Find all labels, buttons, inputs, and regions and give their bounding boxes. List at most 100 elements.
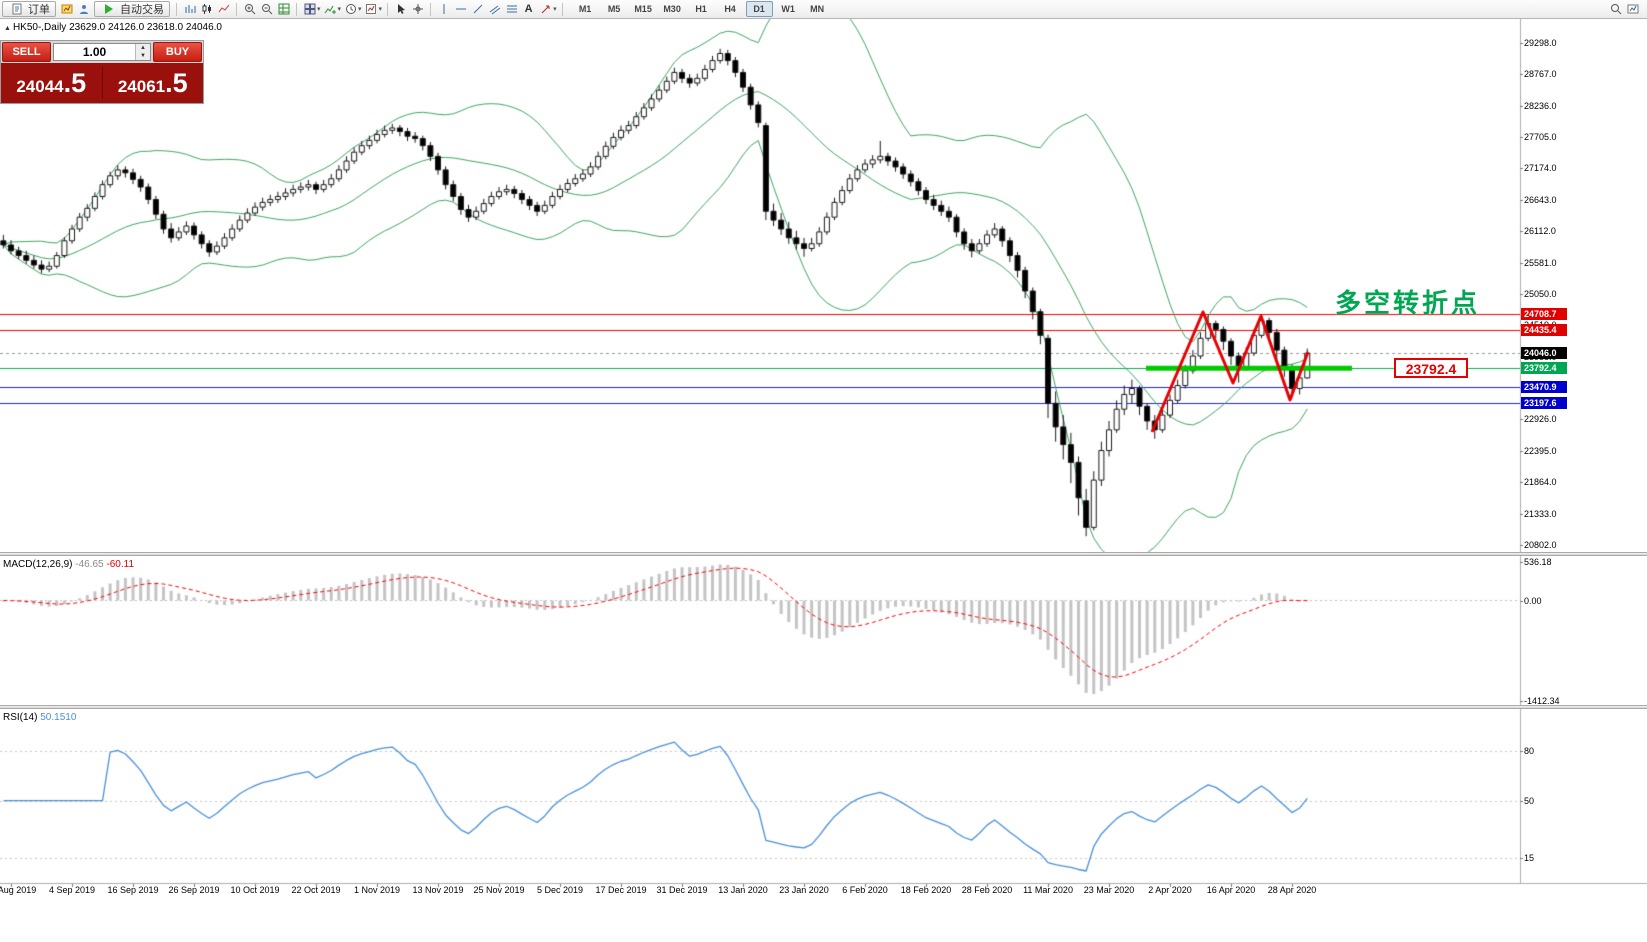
macd-header: MACD(12,26,9) -46.65 -60.11 bbox=[3, 559, 134, 570]
market-watch-icon[interactable] bbox=[75, 1, 92, 17]
buy-button[interactable]: BUY bbox=[153, 42, 202, 62]
turning-point-annotation[interactable]: 多空转折点 bbox=[1335, 288, 1481, 318]
line-chart-icon[interactable] bbox=[215, 1, 232, 17]
chart-info-text: HK50-,Daily 23629.0 24126.0 23618.0 2404… bbox=[12, 22, 222, 33]
chevron-down-icon[interactable]: ▾ bbox=[317, 6, 321, 13]
price-axis-label: 27705.0 bbox=[1524, 132, 1557, 143]
date-label: 5 Dec 2019 bbox=[536, 885, 584, 895]
candlestick-chart-icon[interactable] bbox=[198, 1, 215, 17]
volume-input[interactable] bbox=[54, 45, 135, 59]
date-label: 23 Jan 2020 bbox=[779, 885, 829, 895]
volume-decrease-button[interactable]: ▼ bbox=[136, 52, 150, 60]
date-label: 4 Sep 2019 bbox=[48, 885, 96, 895]
one-click-trading-panel: SELL ▲ ▼ BUY 24044.5 24061.5 bbox=[0, 40, 204, 104]
sell-price: 24044.5 bbox=[1, 68, 102, 99]
tile-windows-icon[interactable] bbox=[301, 1, 318, 17]
date-label: 16 Sep 2019 bbox=[107, 885, 159, 895]
price-axis-label: 25050.0 bbox=[1524, 288, 1557, 299]
date-label: 16 Apr 2020 bbox=[1206, 885, 1256, 895]
volume-increase-button[interactable]: ▲ bbox=[136, 44, 150, 52]
fibonacci-tool-icon[interactable] bbox=[503, 1, 520, 17]
buy-price-main: 24061 bbox=[117, 76, 166, 96]
price-axis-label: 28236.0 bbox=[1524, 100, 1557, 111]
cursor-icon[interactable] bbox=[392, 1, 409, 17]
symbol-marker-icon: ▲ bbox=[4, 25, 11, 32]
toolbar: 订单 自动交易 bbox=[0, 0, 1647, 19]
date-label: 11 Mar 2020 bbox=[1023, 885, 1073, 895]
price-tag: 23470.9 bbox=[1521, 381, 1567, 394]
price-axis-label: 20802.0 bbox=[1524, 539, 1557, 550]
timeframe-h1[interactable]: H1 bbox=[695, 4, 707, 14]
horizontal-line-tool-icon[interactable] bbox=[452, 1, 469, 17]
chart-info: ▲ HK50-,Daily 23629.0 24126.0 23618.0 240… bbox=[4, 22, 222, 33]
date-label: 22 Oct 2019 bbox=[291, 885, 341, 895]
sell-price-frac: .5 bbox=[63, 67, 87, 98]
date-label: 13 Nov 2019 bbox=[412, 885, 464, 895]
date-label: 28 Apr 2020 bbox=[1267, 885, 1317, 895]
timeframe-h4[interactable]: H4 bbox=[724, 4, 736, 14]
periods-clock-icon[interactable] bbox=[342, 1, 359, 17]
date-label: 18 Feb 2020 bbox=[900, 885, 952, 895]
price-axis-label: 21333.0 bbox=[1524, 508, 1557, 519]
new-order-icon bbox=[8, 1, 25, 17]
vertical-line-tool-icon[interactable] bbox=[435, 1, 452, 17]
date-label: 13 Jan 2020 bbox=[718, 885, 768, 895]
trendline-tool-icon[interactable] bbox=[469, 1, 486, 17]
date-label: 17 Dec 2019 bbox=[595, 885, 647, 895]
add-indicator-icon[interactable] bbox=[322, 1, 339, 17]
rsi-axis-label: 50 bbox=[1524, 795, 1535, 806]
zoom-in-icon[interactable] bbox=[241, 1, 258, 17]
chevron-down-icon[interactable]: ▾ bbox=[553, 6, 557, 13]
panel-separator[interactable] bbox=[0, 705, 1647, 709]
sell-button[interactable]: SELL bbox=[2, 42, 51, 62]
chart-options-icon[interactable] bbox=[1624, 1, 1641, 17]
date-label: 23 Mar 2020 bbox=[1083, 885, 1135, 895]
date-label: 23 Aug 2019 bbox=[0, 885, 37, 895]
rsi-axis-label: 80 bbox=[1524, 746, 1535, 757]
price-tag: 24435.4 bbox=[1521, 324, 1567, 337]
timeframe-m15[interactable]: M15 bbox=[634, 4, 652, 14]
timeframe-w1[interactable]: W1 bbox=[781, 4, 795, 14]
timeframe-m5[interactable]: M5 bbox=[607, 4, 621, 14]
timeframe-d1[interactable]: D1 bbox=[745, 1, 773, 17]
buy-price-frac: .5 bbox=[165, 67, 188, 98]
arrow-tool-icon[interactable] bbox=[537, 1, 554, 17]
panel-separator[interactable] bbox=[0, 552, 1647, 556]
zoom-out-icon[interactable] bbox=[258, 1, 275, 17]
auto-trading-button[interactable]: 自动交易 bbox=[94, 1, 170, 17]
date-label: 6 Feb 2020 bbox=[842, 885, 888, 895]
macd-axis-label: -1412.34 bbox=[1524, 695, 1560, 706]
price-tag: 24046.0 bbox=[1521, 347, 1567, 360]
price-axis-label: 21864.0 bbox=[1524, 477, 1557, 488]
charts-window-icon[interactable] bbox=[58, 1, 75, 17]
price-axis-label: 28767.0 bbox=[1524, 69, 1557, 80]
volume-control: ▲ ▼ bbox=[53, 43, 151, 61]
price-axis-label: 22926.0 bbox=[1524, 414, 1557, 425]
chevron-down-icon[interactable]: ▾ bbox=[378, 6, 383, 13]
price-tag: 23197.6 bbox=[1521, 397, 1567, 410]
bar-chart-icon[interactable] bbox=[181, 1, 198, 17]
price-divider bbox=[101, 67, 103, 99]
date-label: 25 Nov 2019 bbox=[473, 885, 525, 895]
crosshair-icon[interactable] bbox=[409, 1, 426, 17]
rsi-header: RSI(14) 50.1510 bbox=[3, 712, 76, 723]
text-tool-label: A bbox=[524, 3, 533, 15]
channel-tool-icon[interactable] bbox=[486, 1, 503, 17]
template-icon[interactable] bbox=[363, 1, 380, 17]
search-icon[interactable] bbox=[1607, 1, 1624, 17]
text-tool-icon[interactable]: A bbox=[520, 1, 537, 17]
timeframe-mn[interactable]: MN bbox=[810, 4, 825, 14]
chevron-down-icon[interactable]: ▾ bbox=[358, 6, 362, 13]
new-order-button[interactable]: 订单 bbox=[2, 1, 56, 17]
timeframe-m30[interactable]: M30 bbox=[663, 4, 681, 14]
macd-name: MACD(12,26,9) bbox=[3, 559, 73, 570]
rsi-value: 50.1510 bbox=[40, 712, 77, 723]
timeframe-m1[interactable]: M1 bbox=[578, 4, 592, 14]
date-label: 1 Nov 2019 bbox=[353, 885, 401, 895]
grid-icon[interactable] bbox=[275, 1, 292, 17]
auto-trading-label: 自动交易 bbox=[120, 4, 164, 16]
price-level-label[interactable]: 23792.4 bbox=[1394, 358, 1468, 378]
macd-main-value: -46.65 bbox=[75, 559, 104, 570]
chevron-down-icon[interactable]: ▾ bbox=[337, 6, 342, 13]
